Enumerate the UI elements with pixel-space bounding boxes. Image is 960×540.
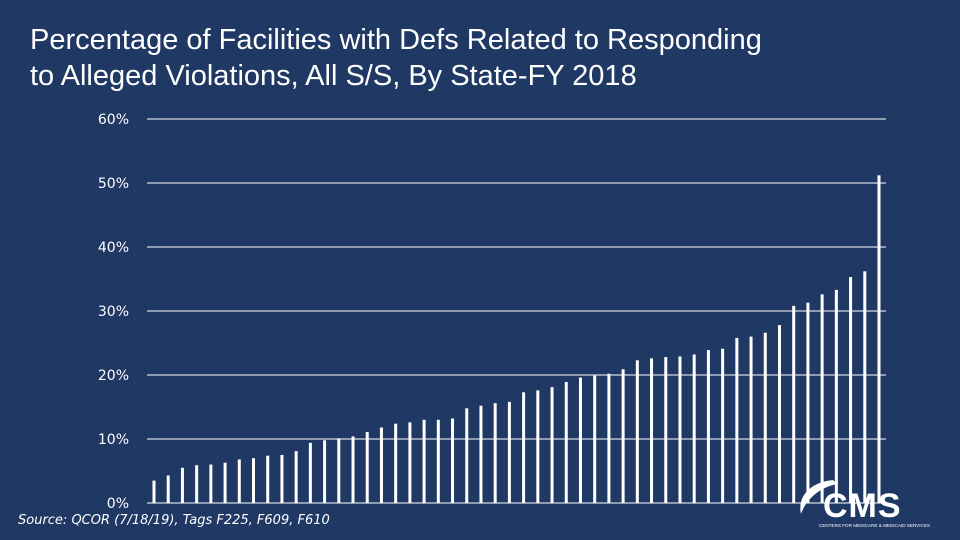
bar: [493, 403, 497, 503]
cms-logo-subtext: CENTERS FOR MEDICARE & MEDICAID SERVICES: [819, 523, 930, 528]
bar: [323, 440, 327, 503]
bar: [635, 360, 639, 503]
y-tick-label: 60%: [98, 112, 129, 128]
bar: [422, 419, 426, 503]
bar: [166, 475, 170, 503]
bar: [351, 436, 355, 503]
bar: [152, 480, 156, 503]
bar: [436, 419, 440, 503]
bar: [365, 431, 369, 503]
bar: [550, 387, 554, 503]
y-tick-label: 20%: [98, 368, 129, 384]
bar: [522, 392, 526, 503]
cms-logo: CMS CENTERS FOR MEDICARE & MEDICAID SERV…: [800, 480, 930, 528]
bar: [777, 325, 781, 503]
y-tick-label: 0%: [107, 496, 129, 512]
bar: [692, 354, 696, 503]
bar: [706, 350, 710, 503]
chart-title-line-1: Percentage of Facilities with Defs Relat…: [30, 24, 762, 56]
bar: [337, 438, 341, 503]
y-tick-label: 40%: [98, 240, 129, 256]
bar: [465, 408, 469, 503]
y-tick-label: 30%: [98, 304, 129, 320]
chart-title-line-2: to Alleged Violations, All S/S, By State…: [30, 60, 637, 92]
bar: [195, 465, 199, 503]
bar: [280, 455, 284, 503]
bar: [849, 277, 853, 503]
bar: [678, 356, 682, 503]
chart-title: Percentage of Facilities with Defs Relat…: [30, 22, 950, 94]
bar: [664, 357, 668, 503]
bar: [593, 375, 597, 503]
bar: [479, 405, 483, 503]
bar: [792, 305, 796, 503]
bar: [806, 302, 810, 503]
y-tick-label: 50%: [98, 176, 129, 192]
bar: [308, 442, 312, 503]
bar: [294, 451, 298, 503]
bar: [252, 458, 256, 503]
bar: [820, 294, 824, 503]
bar: [408, 422, 412, 503]
bar: [607, 373, 611, 503]
bar: [650, 358, 654, 503]
bar: [451, 418, 455, 503]
bar: [266, 455, 270, 503]
bar: [877, 175, 881, 503]
bar: [834, 289, 838, 503]
bar: [223, 462, 227, 503]
bar: [379, 427, 383, 503]
bar: [180, 467, 184, 503]
bar: [237, 459, 241, 503]
cms-logo-swoosh: [800, 480, 837, 514]
source-note: Source: QCOR (7/18/19), Tags F225, F609,…: [18, 513, 330, 528]
bar: [209, 464, 213, 503]
bar: [863, 271, 867, 503]
bar: [763, 332, 767, 503]
cms-logo-text: CMS: [823, 487, 902, 525]
bar: [621, 369, 625, 503]
bar: [749, 336, 753, 503]
bar: [536, 390, 540, 503]
bar: [564, 382, 568, 503]
bar: [721, 348, 725, 503]
bar: [507, 401, 511, 503]
bar: [394, 423, 398, 503]
y-tick-label: 10%: [98, 432, 129, 448]
bar: [578, 377, 582, 503]
bar: [735, 337, 739, 503]
